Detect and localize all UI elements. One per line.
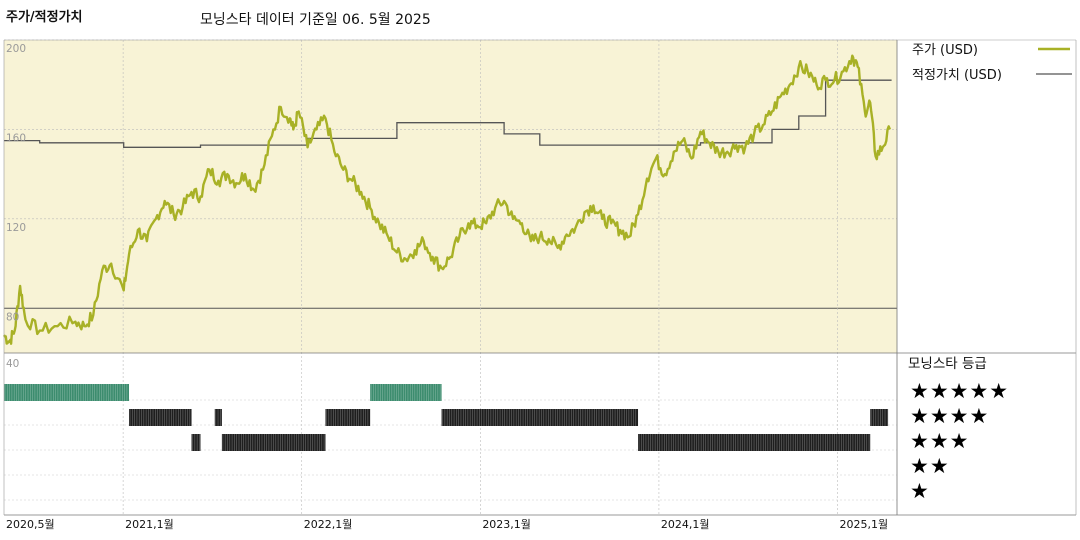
chart-section-title: 주가/적정가치 [6,9,83,25]
four-star-label: ★★★★ [910,404,989,428]
rating-segment-fill [441,409,639,426]
x-tick-label: 2022,1월 [304,518,353,531]
price-plot-area [4,40,897,353]
rating-segment-fill [129,409,192,426]
chart-legend: 주가 (USD) 적정가치 (USD) [912,43,1072,83]
x-tick-label: 2025,1월 [840,518,889,531]
rating-segment-fill [325,409,371,426]
rating-segment-4-star [129,409,192,426]
y-tick-label: 80 [6,311,19,323]
y-tick-label: 200 [6,43,26,55]
legend-fair-label: 적정가치 (USD) [912,68,1002,83]
data-date-subtitle: 모닝스타 데이터 기준일 06. 5월 2025 [200,12,431,28]
rating-segment-fill [214,409,222,426]
rating-segment-4-star [325,409,371,426]
legend-price-label: 주가 (USD) [912,43,978,58]
rating-segment-fill [870,409,889,426]
rating-legend: 모닝스타 등급 ★★★★★ ★★★★ ★★★ ★★ ★ [908,356,1009,503]
rating-history-band [4,384,889,451]
three-star-label: ★★★ [910,429,969,453]
rating-segment-fill [638,434,871,451]
rating-scale-label: 40 [6,358,19,370]
rating-segment-fill [370,384,442,401]
two-star-label: ★★ [910,454,950,478]
one-star-label: ★ [910,479,930,503]
rating-segment-5-star [4,384,130,401]
rating-segment-fill [221,434,326,451]
y-tick-label: 160 [6,132,26,144]
y-tick-label: 120 [6,222,26,234]
price-line [3,54,892,345]
rating-segment-4-star [870,409,889,426]
rating-segment-3-star [191,434,201,451]
x-tick-label: 2020,5월 [6,518,55,531]
rating-segment-5-star [370,384,442,401]
x-axis-ticks: 2020,5월 2021,1월 2022,1월 2023,1월 2024,1월 2025,… [6,518,888,531]
five-star-label: ★★★★★ [910,379,1009,403]
rating-segment-4-star [214,409,222,426]
fair-value-line [4,79,892,148]
rating-legend-title: 모닝스타 등급 [908,356,987,372]
x-tick-label: 2024,1월 [661,518,710,531]
rating-segment-3-star [638,434,871,451]
x-tick-label: 2021,1월 [125,518,174,531]
rating-segment-3-star [221,434,326,451]
rating-segment-fill [191,434,201,451]
rating-segment-fill [4,384,130,401]
rating-segment-4-star [441,409,639,426]
x-tick-label: 2023,1월 [482,518,531,531]
